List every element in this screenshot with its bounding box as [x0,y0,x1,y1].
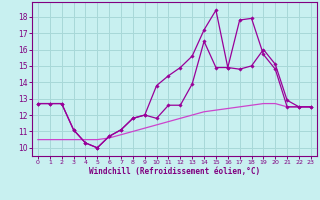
X-axis label: Windchill (Refroidissement éolien,°C): Windchill (Refroidissement éolien,°C) [89,167,260,176]
